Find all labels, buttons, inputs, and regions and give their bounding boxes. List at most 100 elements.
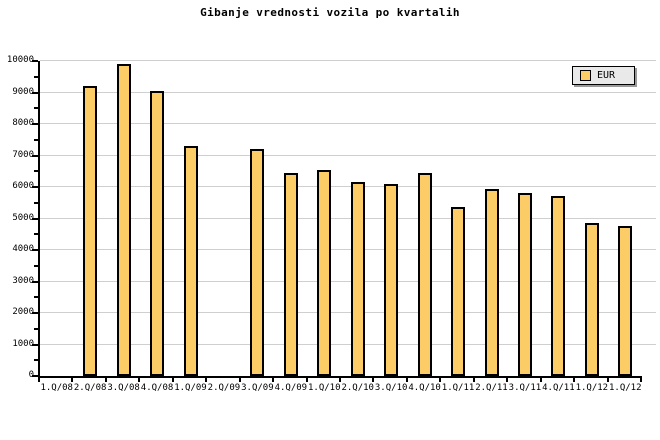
x-tick [105, 378, 107, 382]
bar [83, 86, 97, 376]
y-minor-tick [34, 328, 38, 330]
gridline [40, 281, 656, 282]
bar [117, 64, 131, 376]
x-axis-label: 2.Q/08 [73, 383, 107, 393]
x-axis-label: 4.Q/10 [408, 383, 441, 393]
x-axis-label: 2.Q/09 [207, 383, 241, 393]
bar [418, 173, 432, 376]
bar [351, 182, 365, 376]
x-axis-label: 4.Q/11 [542, 383, 575, 393]
bar [250, 149, 264, 376]
x-tick [439, 378, 441, 382]
y-tick [32, 60, 38, 62]
bar [284, 173, 298, 376]
gridline [40, 344, 656, 345]
y-minor-tick [34, 76, 38, 78]
x-axis-label: 3.Q/08 [107, 383, 140, 393]
gridline [40, 123, 656, 124]
x-tick [205, 378, 207, 382]
gridline [40, 312, 656, 313]
x-tick [640, 378, 642, 382]
y-minor-tick [34, 107, 38, 109]
bar [585, 223, 599, 376]
y-axis-label: 9000 [12, 87, 34, 97]
legend-swatch [580, 70, 591, 81]
x-tick [473, 378, 475, 382]
x-tick [573, 378, 575, 382]
y-tick [32, 218, 38, 220]
x-axis-label: 1.Q/11 [441, 383, 475, 393]
y-minor-tick [34, 359, 38, 361]
gridline [40, 186, 656, 187]
x-tick [406, 378, 408, 382]
y-tick [32, 312, 38, 314]
y-axis-label: 7000 [12, 150, 34, 160]
x-tick [506, 378, 508, 382]
bar [518, 193, 532, 376]
x-axis-label: 3.Q/11 [508, 383, 542, 393]
x-tick [138, 378, 140, 382]
y-tick [32, 123, 38, 125]
y-minor-tick [34, 170, 38, 172]
y-minor-tick [34, 265, 38, 267]
bar [317, 170, 331, 376]
y-axis-label: 8000 [12, 118, 34, 128]
y-tick [32, 281, 38, 283]
bar [451, 207, 465, 376]
x-axis-label: 2.Q/11 [475, 383, 508, 393]
y-axis-label: 1000 [12, 339, 34, 349]
y-axis-label: 5000 [12, 213, 34, 223]
x-axis-label: 1.Q/10 [308, 383, 341, 393]
gridline [40, 60, 656, 61]
x-tick [239, 378, 241, 382]
y-axis-label: 4000 [12, 244, 34, 254]
x-axis-label: 1.Q/12 [609, 383, 642, 393]
bar [184, 146, 198, 376]
bar [551, 196, 565, 376]
x-axis-line [38, 376, 642, 378]
x-tick [540, 378, 542, 382]
x-axis-label: 3.Q/09 [241, 383, 274, 393]
x-tick [172, 378, 174, 382]
bar [384, 184, 398, 376]
x-axis-label: 3.Q/10 [374, 383, 408, 393]
y-tick [32, 92, 38, 94]
bar [150, 91, 164, 376]
bar [485, 189, 499, 376]
x-tick [71, 378, 73, 382]
y-axis-label: 3000 [12, 276, 34, 286]
x-axis-label: 1.Q/12 [575, 383, 609, 393]
x-axis-label: 4.Q/08 [140, 383, 174, 393]
legend-label: EUR [597, 70, 616, 81]
x-axis-label: 1.Q/09 [174, 383, 207, 393]
y-axis-label: 10000 [6, 55, 34, 65]
x-tick [38, 378, 40, 382]
y-tick [32, 249, 38, 251]
y-axis-line [38, 61, 40, 378]
gridline [40, 249, 656, 250]
x-tick [272, 378, 274, 382]
x-tick [339, 378, 341, 382]
y-minor-tick [34, 296, 38, 298]
x-tick [372, 378, 374, 382]
y-axis-label: 0 [28, 370, 34, 380]
y-tick [32, 186, 38, 188]
x-tick [306, 378, 308, 382]
y-axis-label: 6000 [12, 181, 34, 191]
x-tick [607, 378, 609, 382]
y-minor-tick [34, 139, 38, 141]
y-tick [32, 155, 38, 157]
y-minor-tick [34, 233, 38, 235]
gridline [40, 92, 656, 93]
legend: EUR [572, 66, 635, 85]
x-axis-label: 1.Q/08 [40, 383, 73, 393]
gridline [40, 218, 656, 219]
gridline [40, 155, 656, 156]
x-axis-label: 2.Q/10 [341, 383, 374, 393]
y-axis-label: 2000 [12, 307, 34, 317]
x-axis-label: 4.Q/09 [274, 383, 308, 393]
y-minor-tick [34, 202, 38, 204]
y-tick [32, 375, 38, 377]
bar [618, 226, 632, 376]
